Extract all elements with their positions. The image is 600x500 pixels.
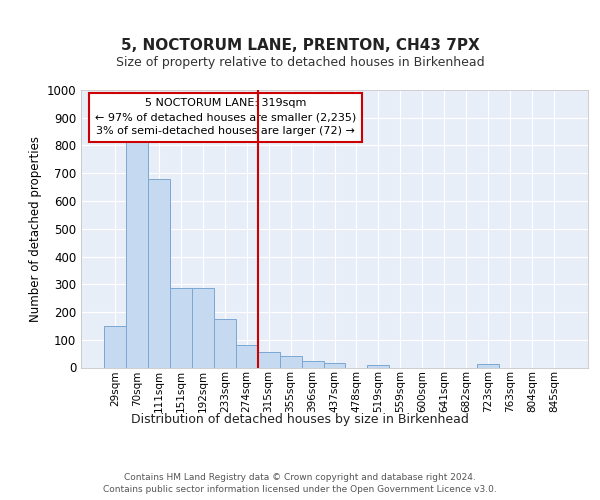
Text: Contains HM Land Registry data © Crown copyright and database right 2024.: Contains HM Land Registry data © Crown c…: [124, 472, 476, 482]
Text: 5, NOCTORUM LANE, PRENTON, CH43 7PX: 5, NOCTORUM LANE, PRENTON, CH43 7PX: [121, 38, 479, 52]
Text: Contains public sector information licensed under the Open Government Licence v3: Contains public sector information licen…: [103, 485, 497, 494]
Bar: [302, 362, 323, 368]
Bar: [104, 326, 126, 368]
Text: Size of property relative to detached houses in Birkenhead: Size of property relative to detached ho…: [116, 56, 484, 69]
Bar: [170, 288, 192, 368]
Bar: [367, 364, 389, 368]
Bar: [236, 346, 257, 368]
Bar: [477, 364, 499, 368]
Bar: [192, 288, 214, 368]
Bar: [126, 140, 148, 368]
Y-axis label: Number of detached properties: Number of detached properties: [29, 136, 43, 322]
Text: Distribution of detached houses by size in Birkenhead: Distribution of detached houses by size …: [131, 412, 469, 426]
Bar: [257, 352, 280, 368]
Bar: [214, 319, 236, 368]
Bar: [280, 356, 302, 368]
Text: 5 NOCTORUM LANE: 319sqm
← 97% of detached houses are smaller (2,235)
3% of semi-: 5 NOCTORUM LANE: 319sqm ← 97% of detache…: [95, 98, 356, 136]
Bar: [323, 364, 346, 368]
Bar: [148, 179, 170, 368]
